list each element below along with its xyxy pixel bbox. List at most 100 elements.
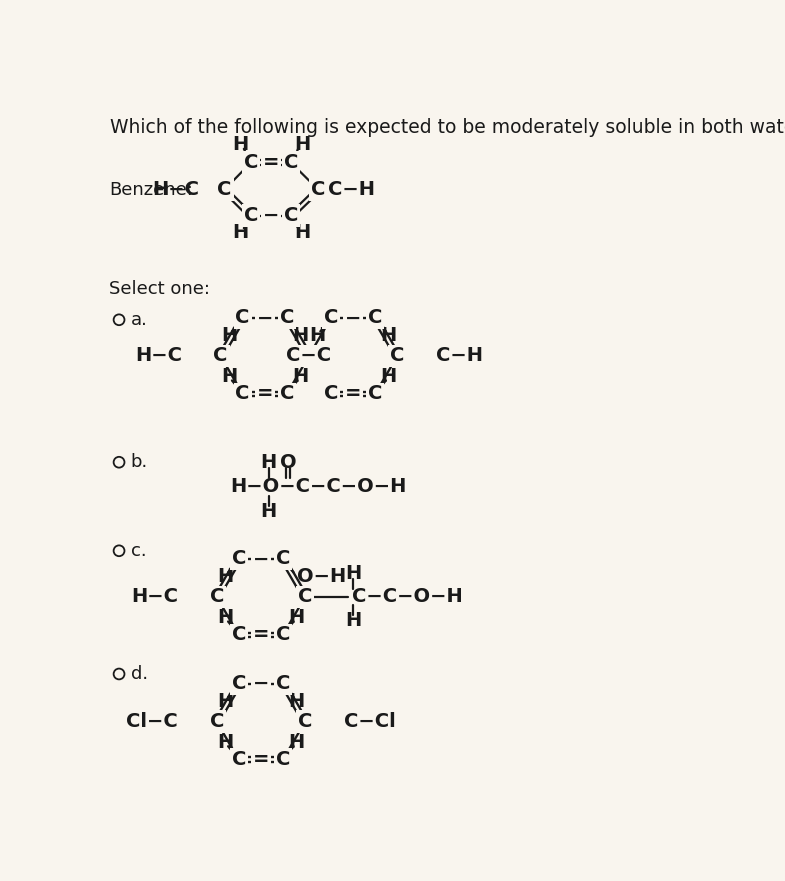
Text: C: C [232, 550, 246, 568]
Text: C: C [298, 588, 312, 606]
Text: C: C [276, 550, 290, 568]
Text: =: = [253, 751, 269, 769]
Text: C: C [232, 626, 246, 645]
Text: C−H: C−H [328, 180, 375, 199]
Text: C: C [279, 384, 294, 403]
Text: C: C [236, 384, 250, 403]
Text: H: H [309, 326, 326, 344]
Text: H: H [221, 367, 237, 386]
Text: H−C: H−C [152, 180, 199, 199]
Text: C: C [324, 308, 338, 328]
Text: C: C [236, 308, 250, 328]
Text: =: = [253, 751, 269, 769]
Text: C: C [236, 308, 250, 328]
Text: C: C [243, 153, 258, 172]
Text: C: C [214, 346, 228, 366]
Text: C: C [232, 751, 246, 769]
Text: C: C [232, 626, 246, 645]
Text: C−C: C−C [287, 346, 331, 366]
Text: C: C [298, 712, 312, 731]
Text: C: C [301, 346, 316, 366]
Text: C: C [368, 308, 382, 328]
Text: −: − [253, 674, 269, 693]
Text: C: C [232, 674, 246, 693]
Text: =: = [263, 153, 279, 172]
Text: H: H [292, 367, 309, 386]
Text: C: C [390, 346, 404, 366]
Text: C: C [301, 346, 316, 366]
Text: C: C [301, 346, 316, 366]
Text: H: H [261, 502, 277, 521]
Text: −: − [345, 308, 361, 328]
Text: C: C [210, 588, 224, 606]
Text: =: = [253, 626, 269, 645]
Text: C: C [276, 751, 290, 769]
Text: C: C [368, 308, 382, 328]
Text: C: C [214, 346, 228, 366]
Text: −: − [257, 308, 273, 328]
Text: C: C [279, 308, 294, 328]
Text: C: C [368, 384, 382, 403]
Text: c.: c. [130, 542, 146, 559]
Text: H: H [217, 608, 233, 627]
Text: C: C [390, 346, 404, 366]
Text: C: C [301, 346, 316, 366]
Text: C: C [243, 206, 258, 226]
Text: C: C [368, 384, 382, 403]
Text: H: H [232, 223, 248, 242]
Text: C: C [210, 588, 224, 606]
Text: H: H [381, 326, 397, 344]
Text: C: C [279, 308, 294, 328]
Text: O: O [279, 453, 296, 471]
Text: O−H: O−H [297, 566, 345, 586]
Text: C: C [279, 384, 294, 403]
Text: =: = [345, 384, 361, 403]
Text: −: − [263, 206, 279, 226]
Text: C: C [298, 712, 312, 731]
Text: C: C [232, 674, 246, 693]
Text: C: C [276, 550, 290, 568]
Text: C−C: C−C [287, 346, 331, 366]
Text: C: C [279, 308, 294, 328]
Text: C: C [276, 626, 290, 645]
Text: H−C: H−C [135, 346, 182, 366]
Text: H: H [217, 733, 233, 751]
Text: C: C [236, 384, 250, 403]
Text: C−Cl: C−Cl [344, 712, 396, 731]
Text: H: H [217, 566, 233, 586]
Text: H: H [288, 608, 305, 627]
Text: H: H [221, 326, 237, 344]
Text: C: C [210, 712, 224, 731]
Text: H: H [294, 135, 310, 153]
Text: C: C [324, 308, 338, 328]
Text: H: H [292, 326, 309, 344]
Text: C: C [368, 384, 382, 403]
Text: C: C [301, 346, 316, 366]
Text: C−H: C−H [436, 346, 483, 366]
Text: −: − [253, 674, 269, 693]
Text: H: H [345, 611, 361, 630]
Text: H: H [288, 692, 305, 711]
Text: C: C [236, 308, 250, 328]
Text: Which of the following is expected to be moderately soluble in both water and be: Which of the following is expected to be… [110, 118, 785, 137]
Text: C: C [232, 550, 246, 568]
Text: C: C [217, 180, 232, 199]
Text: C: C [232, 751, 246, 769]
Text: C: C [276, 674, 290, 693]
Text: H: H [294, 223, 310, 242]
Text: C: C [284, 206, 298, 226]
Text: C: C [236, 384, 250, 403]
Text: H−O−C−C−O−H: H−O−C−C−O−H [230, 478, 407, 496]
Text: C: C [324, 384, 338, 403]
Text: Cl−C: Cl−C [126, 712, 178, 731]
Text: =: = [257, 384, 273, 403]
Text: H: H [381, 367, 397, 386]
Text: H: H [217, 692, 233, 711]
Text: =: = [253, 626, 269, 645]
Text: C: C [276, 626, 290, 645]
Text: C: C [276, 751, 290, 769]
Text: C: C [390, 346, 404, 366]
Text: H−C: H−C [131, 588, 178, 606]
Text: a.: a. [130, 311, 148, 329]
Text: C: C [279, 384, 294, 403]
